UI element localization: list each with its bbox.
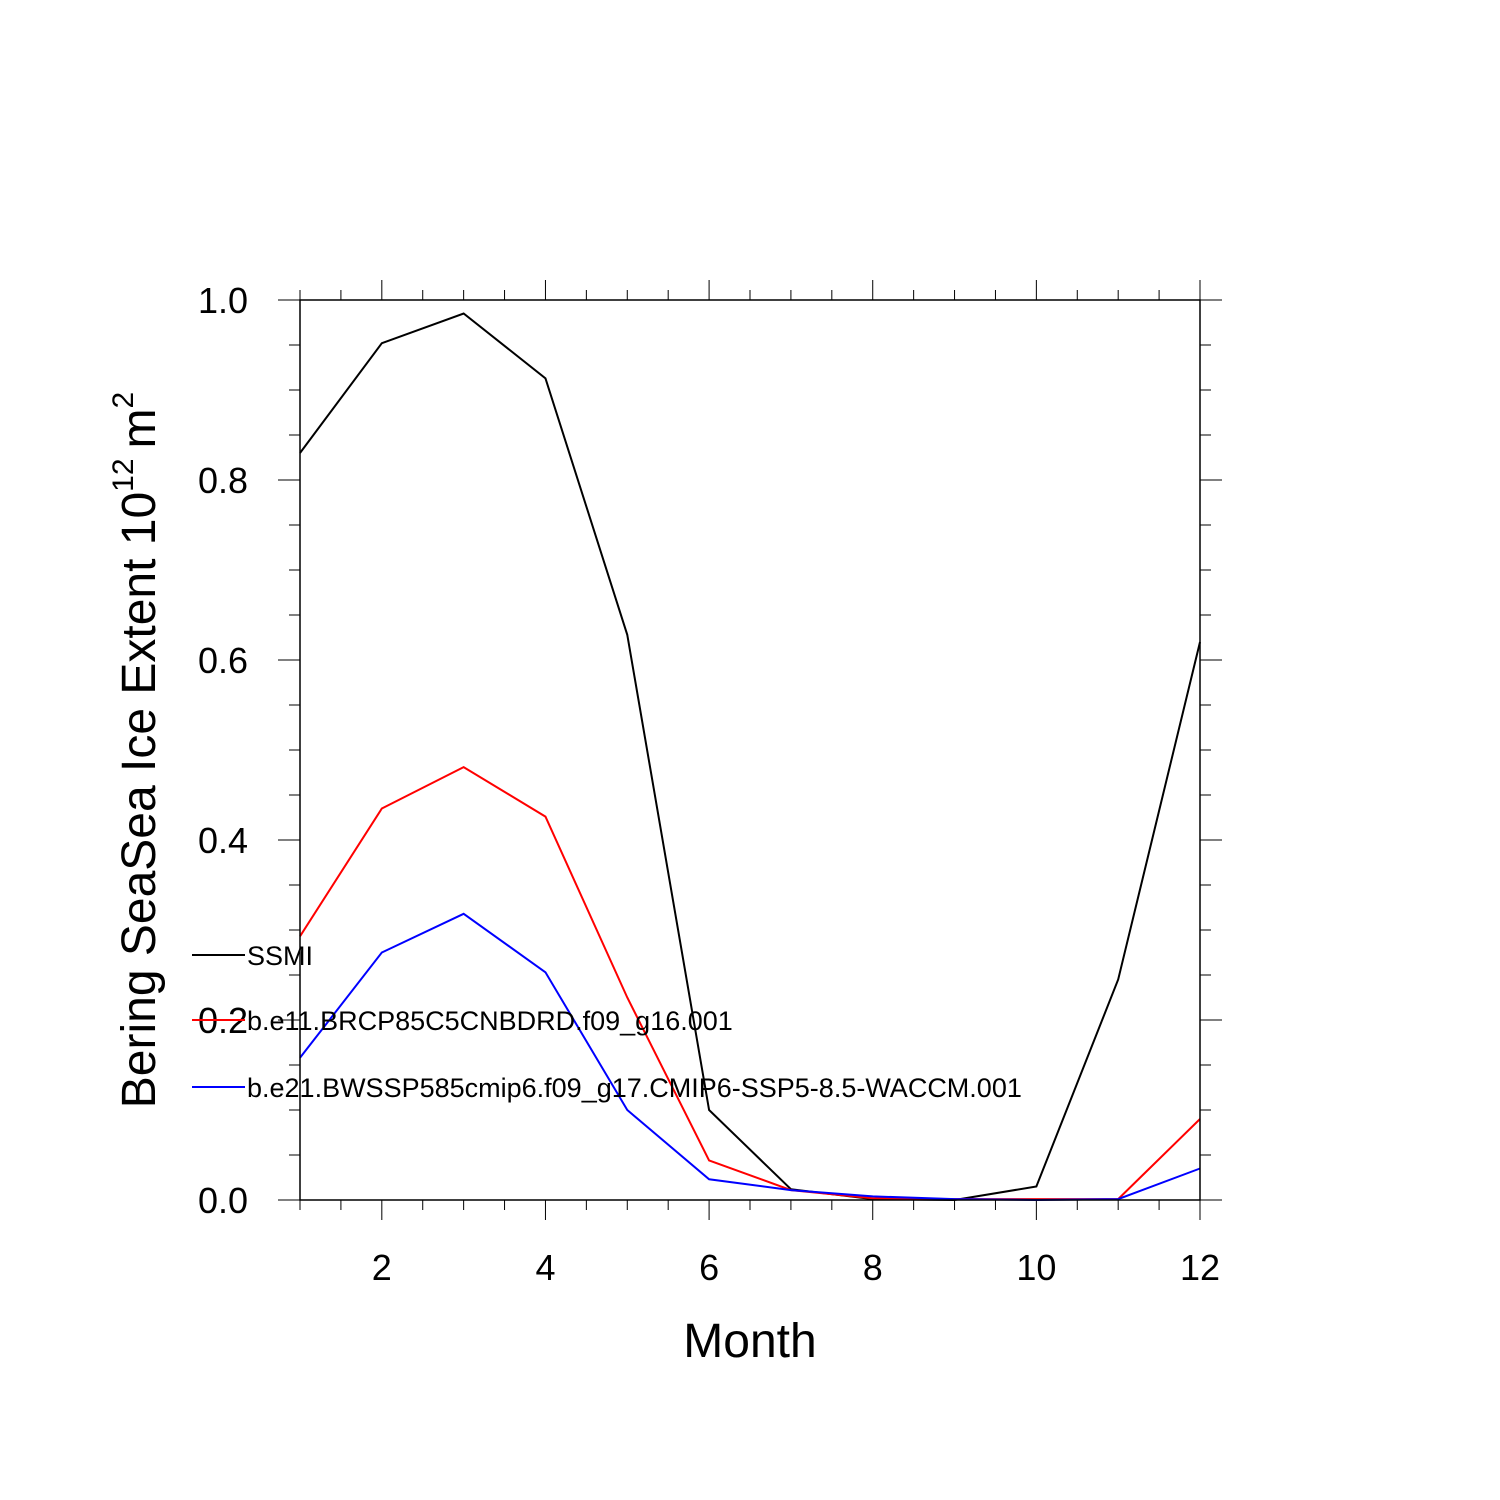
legend: SSMI b.e11.BRCP85C5CNBDRD.f09_g16.001 b.e2… <box>192 941 1022 1103</box>
ticklabels-layer: 2 4 6 8 10 120.00.20.40.60.81.0 <box>198 280 1220 1288</box>
x-tick-label: 4 <box>535 1247 555 1288</box>
x-tick-label: 8 <box>863 1247 883 1288</box>
y-tick-label: 0.4 <box>198 820 248 861</box>
series-line-3 <box>299 912 1201 1202</box>
x-tick-label: 12 <box>1180 1247 1220 1288</box>
y-tick-label: 0.0 <box>198 1180 248 1221</box>
y-axis-title: Bering SeaSea Ice Extent 1012 m2 <box>107 392 166 1108</box>
series-line-1 <box>299 312 1201 1202</box>
series-layer <box>299 312 1201 1202</box>
x-axis-title: Month <box>683 1315 816 1368</box>
series-line-2 <box>299 765 1201 1201</box>
y-tick-label: 0.6 <box>198 640 248 681</box>
legend-label-3: b.e21.BWSSP585cmip6.f09_g17.CMIP6-SSP5-8… <box>247 1073 1022 1103</box>
plot-frame <box>299 299 1201 1201</box>
y-axis-title-unit-exponent: 2 <box>107 392 140 409</box>
x-tick-label: 6 <box>699 1247 719 1288</box>
y-tick-label: 1.0 <box>198 280 248 321</box>
y-axis-title-exponent: 12 <box>107 458 140 491</box>
x-tick-label: 10 <box>1016 1247 1056 1288</box>
ticks-layer <box>278 280 1222 1220</box>
x-tick-label: 2 <box>372 1247 392 1288</box>
y-axis-title-unit: m <box>113 408 166 448</box>
legend-label-1: SSMI <box>247 941 313 971</box>
y-axis-title-text: Bering SeaSea Ice Extent 10 <box>113 492 166 1108</box>
y-tick-label: 0.8 <box>198 460 248 501</box>
legend-label-2: b.e11.BRCP85C5CNBDRD.f09_g16.001 <box>247 1006 733 1036</box>
